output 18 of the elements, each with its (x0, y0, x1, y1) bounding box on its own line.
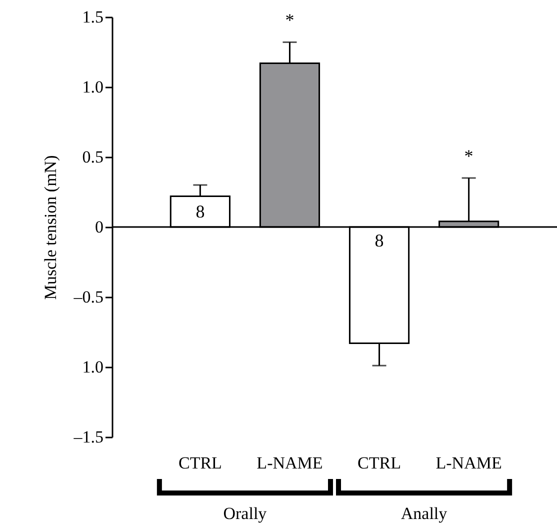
x-tick-label: CTRL (178, 454, 222, 472)
text: Orally (223, 504, 268, 523)
y-tick-label: –0.5 (72, 288, 104, 306)
y-tick-label: 0.5 (82, 148, 104, 166)
annotation: * (464, 146, 474, 166)
x-tick-label: L-NAME (436, 454, 502, 472)
x-tick-label: L-NAME (256, 454, 323, 472)
annotation: 8 (196, 201, 205, 222)
y-tick-label: 1.0 (82, 78, 104, 96)
text: Anally (400, 504, 448, 523)
annotation: * (285, 10, 294, 30)
y-tick-label: –1.5 (72, 428, 104, 446)
x-tick-label: CTRL (358, 454, 401, 472)
y-axis-title: Muscle tension (mN) (40, 155, 60, 300)
y-tick-label: 0 (95, 218, 104, 236)
y-tick-label: 1.5 (82, 8, 104, 26)
annotation: 8 (374, 230, 384, 251)
y-tick-label: 1.0 (82, 358, 104, 376)
